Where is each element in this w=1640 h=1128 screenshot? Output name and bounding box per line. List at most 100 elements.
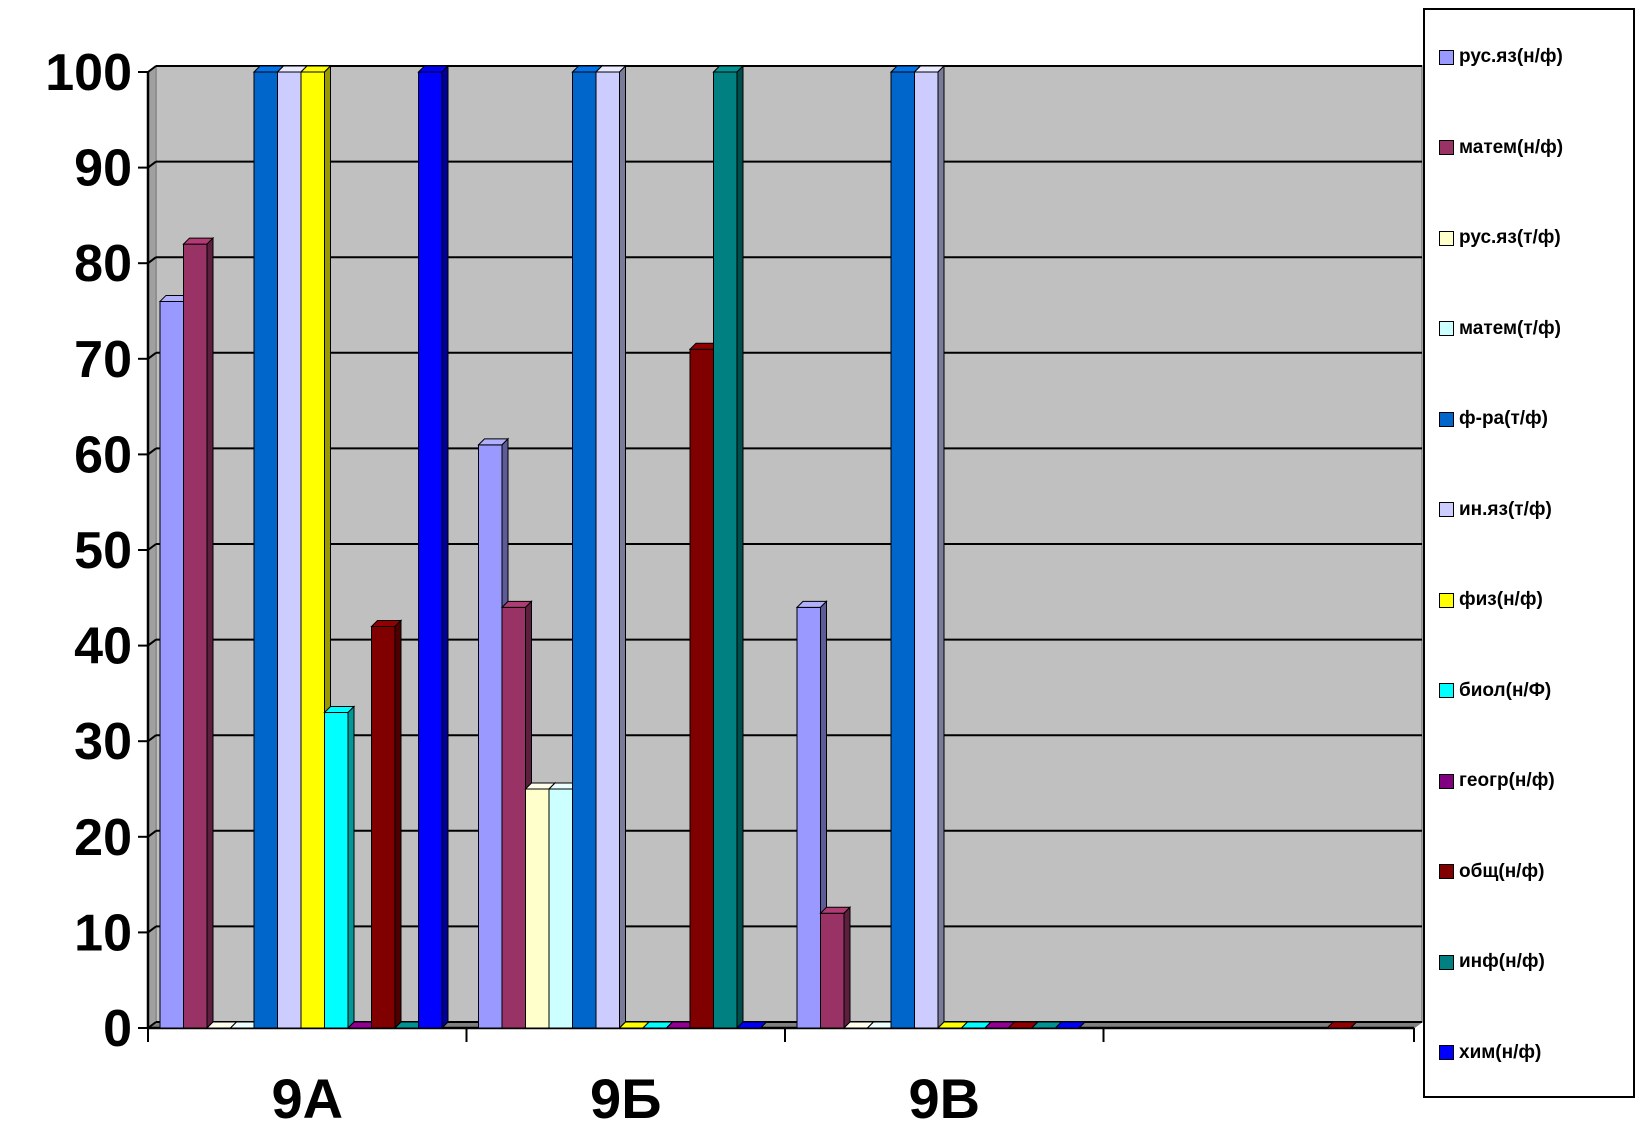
legend-swatch (1439, 592, 1454, 608)
legend-label: ф-ра(т/ф) (1459, 408, 1548, 429)
bar (1054, 1021, 1087, 1029)
legend-label: ин.яз(т/ф) (1459, 498, 1552, 520)
gridline-side (147, 65, 157, 73)
legend-swatch (1439, 49, 1454, 65)
bar-side (760, 1021, 767, 1029)
legend-item: общ(н/ф) (1439, 860, 1544, 884)
legend-item: матем(н/ф) (1439, 136, 1563, 160)
x-tick-label: 9В (908, 1067, 980, 1128)
legend: рус.яз(н/ф) матем(н/ф) рус.яз(т/ф) матем(т/… (1423, 8, 1635, 1098)
bar-front (820, 912, 845, 1029)
y-tick-label: 50 (74, 522, 132, 580)
bar-front (253, 71, 278, 1029)
legend-swatch (1439, 502, 1454, 517)
bar-side (1078, 1021, 1086, 1029)
bar (323, 705, 356, 1030)
y-tick-label: 30 (74, 713, 132, 771)
legend-item: хим(н/ф) (1439, 1041, 1541, 1065)
bar-front (478, 444, 503, 1029)
y-tick-label: 100 (45, 44, 132, 102)
legend-item: рус.яз(т/ф) (1439, 226, 1561, 250)
bar-side (619, 64, 626, 1030)
bar-side (1350, 1021, 1357, 1029)
gridline-side (147, 638, 157, 647)
y-tick-label: 10 (74, 904, 132, 962)
legend-swatch (1439, 864, 1454, 879)
bar-front (890, 71, 915, 1029)
legend-label: рус.яз(н/ф) (1459, 46, 1563, 67)
bar-front (689, 348, 714, 1029)
bar-front (525, 788, 550, 1029)
y-tick-label: 60 (74, 426, 132, 484)
bar-front (796, 606, 821, 1029)
legend-swatch (1439, 773, 1454, 789)
bar-front (595, 71, 620, 1029)
bar-side (441, 64, 449, 1030)
legend-label: геогр(н/ф) (1459, 770, 1555, 791)
bar (182, 236, 215, 1030)
legend-label: матем(т/ф) (1459, 317, 1561, 339)
bar-front (914, 71, 939, 1029)
bar-side (937, 64, 945, 1030)
bar-front (371, 625, 396, 1029)
bar (370, 619, 403, 1030)
x-tick-label: 9Б (590, 1067, 661, 1128)
bar-front (501, 606, 526, 1029)
bar-side (347, 705, 355, 1030)
gridlines (147, 65, 1422, 1029)
bar-front (548, 788, 573, 1029)
gridline-side (147, 447, 157, 456)
legend-swatch (1439, 683, 1454, 698)
bar-front (277, 71, 302, 1029)
legend-swatch (1439, 954, 1454, 970)
legend-item: матем(т/ф) (1439, 317, 1561, 341)
bar-front (713, 71, 738, 1029)
y-tick-label: 90 (74, 140, 132, 198)
bar-front (159, 300, 184, 1029)
legend-swatch (1439, 1045, 1454, 1060)
legend-item: биол(н/Ф) (1439, 679, 1551, 703)
bar (819, 906, 852, 1030)
legend-item: инф(н/ф) (1439, 950, 1545, 974)
bar (594, 64, 627, 1030)
y-tick-labels: 0 10 20 30 40 50 60 70 80 90 100 (45, 44, 132, 1058)
y-tick-label: 20 (74, 809, 132, 867)
legend-label: общ(н/ф) (1459, 860, 1545, 882)
bar (735, 1021, 768, 1029)
x-tick-label: 9А (271, 1067, 343, 1128)
bar (913, 64, 946, 1030)
bar-front (324, 712, 349, 1029)
x-tick-labels: 9А 9Б 9В (271, 1067, 980, 1128)
legend-item: рус.яз(н/ф) (1439, 45, 1563, 69)
legend-label: матем(н/ф) (1459, 136, 1564, 158)
legend-label: хим(н/ф) (1459, 1041, 1542, 1063)
bar-side (394, 619, 402, 1030)
bar (712, 64, 745, 1030)
bar-front (300, 71, 325, 1029)
gridline-side (147, 160, 157, 169)
gridline-side (147, 925, 157, 934)
legend-item: ф-ра(т/ф) (1439, 407, 1548, 431)
gridline-side (147, 351, 157, 360)
bars (158, 64, 1358, 1030)
legend-swatch (1439, 321, 1454, 336)
bar (417, 64, 450, 1030)
y-tick-label: 70 (74, 331, 132, 389)
y-tick-label: 0 (103, 1000, 132, 1058)
bar-front (572, 71, 597, 1029)
legend-swatch (1439, 230, 1454, 246)
legend-item: ин.яз(т/ф) (1439, 498, 1552, 522)
legend-swatch (1439, 411, 1454, 427)
bar-front (183, 243, 208, 1029)
y-tick-label: 80 (74, 235, 132, 293)
bar-side (843, 906, 851, 1030)
bar-side (736, 64, 744, 1030)
bar-front (418, 71, 443, 1029)
legend-label: рус.яз(т/ф) (1459, 227, 1561, 248)
gridline-side (147, 734, 157, 743)
legend-item: физ(н/ф) (1439, 588, 1543, 612)
legend-item: геогр(н/ф) (1439, 769, 1555, 793)
bar (1325, 1021, 1358, 1029)
y-tick-label: 40 (74, 618, 132, 676)
